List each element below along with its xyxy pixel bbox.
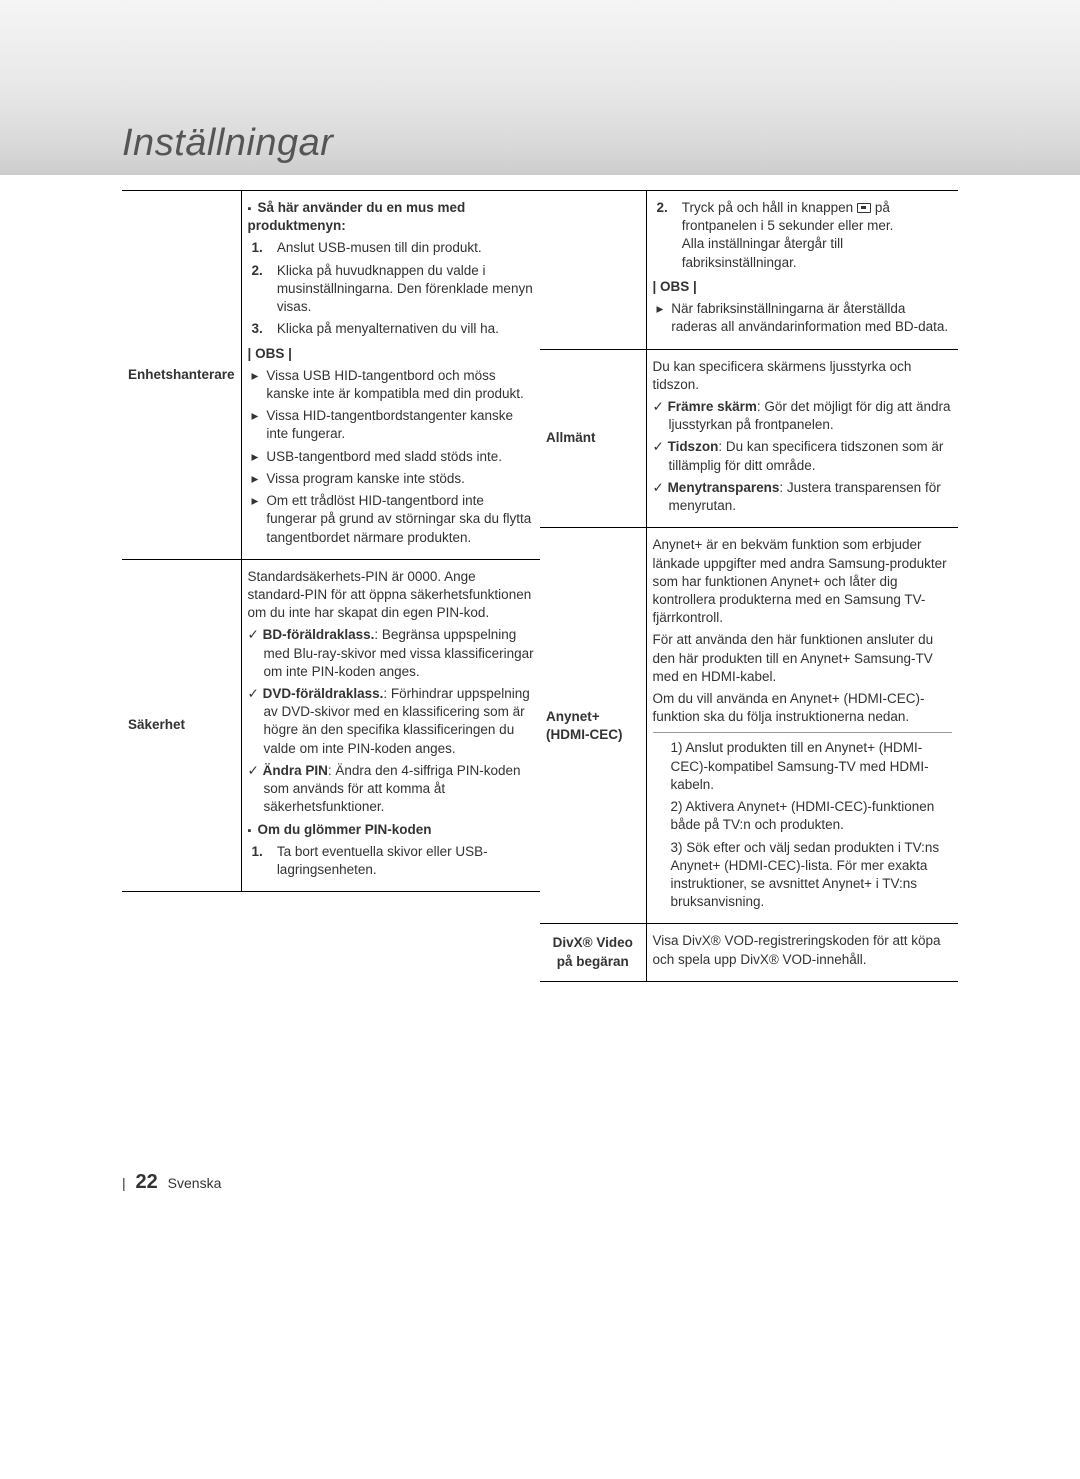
anynet-p3: Om du vill använda en Anynet+ (HDMI-CEC)… <box>653 690 953 726</box>
divider <box>653 732 953 733</box>
step-num: 3. <box>252 320 263 338</box>
arrow-icon: ▸ <box>252 448 259 466</box>
anynet-p1: Anynet+ är en bekväm funktion som erbjud… <box>653 536 953 627</box>
note-text: Vissa HID-tangentbordstangenter kanske i… <box>266 407 534 443</box>
step-num: 1. <box>252 843 263 879</box>
row-body-anynet: Anynet+ är en bekväm funktion som erbjud… <box>646 528 958 924</box>
arrow-icon: ▸ <box>252 367 259 403</box>
row-label-enhetshanterare: Enhetshanterare <box>122 191 241 560</box>
mouse-intro: Så här använder du en mus med produktmen… <box>248 199 534 235</box>
page-number: 22 <box>136 1171 158 1193</box>
row-label-sakerhet: Säkerhet <box>122 559 241 892</box>
anynet-step: 3) Sök efter och välj sedan produkten i … <box>653 839 953 912</box>
note-text: När fabriksinställningarna är återställd… <box>671 300 952 336</box>
row-label-divx: DivX® Video på begäran <box>540 924 646 981</box>
allmant-intro: Du kan specificera skärmens ljusstyrka o… <box>653 358 953 394</box>
check-bd: ✓ BD-föräldraklass.: Begränsa uppspelnin… <box>248 626 534 681</box>
page-footer: | 22 Svenska <box>122 1171 221 1194</box>
row-label-anynet: Anynet+ (HDMI-CEC) <box>540 528 646 924</box>
note-text: Om ett trådlöst HID-tangentbord inte fun… <box>266 492 534 547</box>
row-label-empty <box>540 191 646 350</box>
arrow-icon: ▸ <box>252 492 259 547</box>
step-num: 1. <box>252 239 263 257</box>
footer-divider: | <box>122 1175 126 1191</box>
anynet-step: 2) Aktivera Anynet+ (HDMI-CEC)-funktione… <box>653 798 953 834</box>
row-body-allmant: Du kan specificera skärmens ljusstyrka o… <box>646 349 958 528</box>
arrow-icon: ▸ <box>657 300 664 336</box>
row-body-divx: Visa DivX® VOD-registreringskoden för at… <box>646 924 958 981</box>
check-skarm: ✓ Främre skärm: Gör det möjligt för dig … <box>653 398 953 434</box>
left-table: Enhetshanterare Så här använder du en mu… <box>122 190 540 892</box>
row-body-sakerhet: Standardsäkerhets-PIN är 0000. Ange stan… <box>241 559 540 892</box>
step-num: 2. <box>252 262 263 317</box>
step-text: Tryck på och håll in knappen på frontpan… <box>682 199 952 272</box>
note-text: Vissa USB HID-tangentbord och möss kansk… <box>266 367 534 403</box>
forgot-pin: Om du glömmer PIN-koden <box>248 821 534 839</box>
security-intro: Standardsäkerhets-PIN är 0000. Ange stan… <box>248 568 534 623</box>
page-title: Inställningar <box>122 122 333 165</box>
step-num: 2. <box>657 199 668 272</box>
obs-label: | OBS | <box>248 345 534 363</box>
anynet-step: 1) Anslut produkten till en Anynet+ (HDM… <box>653 739 953 794</box>
row-body-reset: 2. Tryck på och håll in knappen på front… <box>646 191 958 350</box>
note-text: USB-tangentbord med sladd stöds inte. <box>266 448 502 466</box>
left-column: Enhetshanterare Så här använder du en mu… <box>122 190 540 982</box>
row-label-allmant: Allmänt <box>540 349 646 528</box>
divx-text: Visa DivX® VOD-registreringskoden för at… <box>653 932 953 968</box>
step-text: Klicka på huvudknappen du valde i musins… <box>277 262 534 317</box>
right-table: 2. Tryck på och håll in knappen på front… <box>540 190 958 982</box>
step-text: Klicka på menyalternativen du vill ha. <box>277 320 499 338</box>
right-column: 2. Tryck på och håll in knappen på front… <box>540 190 958 982</box>
check-pin: ✓ Ändra PIN: Ändra den 4-siffriga PIN-ko… <box>248 762 534 817</box>
stop-button-icon <box>857 203 871 213</box>
note-text: Vissa program kanske inte stöds. <box>266 470 465 488</box>
page-lang: Svenska <box>168 1175 222 1191</box>
page-header-gradient: Inställningar <box>0 0 1080 175</box>
step-text: Anslut USB-musen till din produkt. <box>277 239 482 257</box>
row-body-enhetshanterare: Så här använder du en mus med produktmen… <box>241 191 540 560</box>
check-menytrans: ✓ Menytransparens: Justera transparensen… <box>653 479 953 515</box>
step-text: Ta bort eventuella skivor eller USB-lagr… <box>277 843 534 879</box>
anynet-p2: För att använda den här funktionen anslu… <box>653 631 953 686</box>
check-dvd: ✓ DVD-föräldraklass.: Förhindrar uppspel… <box>248 685 534 758</box>
arrow-icon: ▸ <box>252 470 259 488</box>
arrow-icon: ▸ <box>252 407 259 443</box>
check-tidszon: ✓ Tidszon: Du kan specificera tidszonen … <box>653 438 953 474</box>
obs-label: | OBS | <box>653 278 953 296</box>
